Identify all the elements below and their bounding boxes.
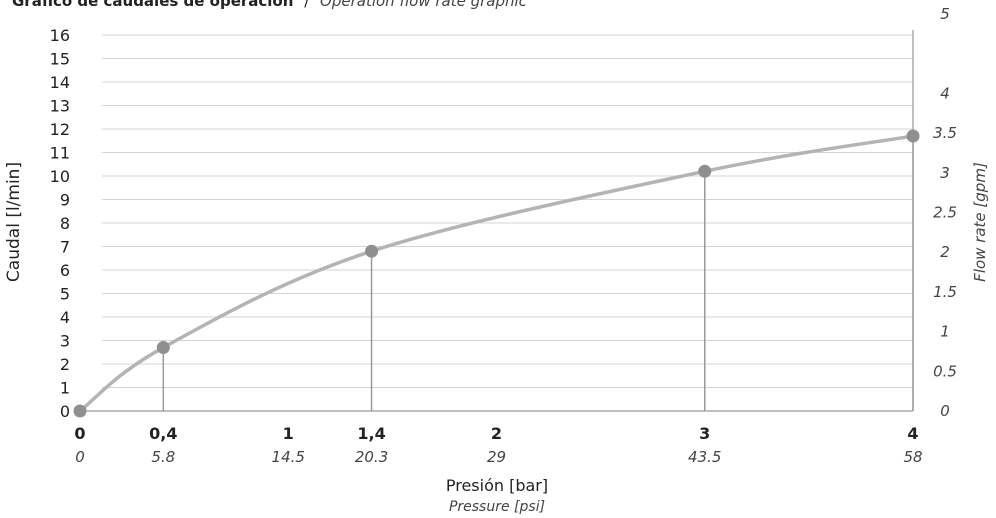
- y-tick-label-7: 7: [60, 238, 70, 257]
- y2-axis-label: Flow rate [gpm]: [971, 162, 989, 282]
- y-tick-label-16: 16: [50, 26, 70, 45]
- y-tick-label-12: 12: [50, 120, 70, 139]
- x-tick-psi-label-3: 20.3: [355, 448, 388, 466]
- axes: [80, 30, 914, 412]
- y-tick-label-0: 0: [60, 402, 70, 421]
- y-tick-label-2: 2: [60, 355, 70, 374]
- y2-tick-label-8: 4: [940, 84, 950, 102]
- y-tick-label-1: 1: [60, 379, 70, 398]
- x-tick-psi-label-1: 5.8: [151, 448, 175, 466]
- y2-tick-label-5: 2.5: [933, 204, 957, 222]
- y-tick-label-5: 5: [60, 285, 70, 304]
- data-point-4: [906, 129, 920, 143]
- data-point-1: [156, 341, 170, 355]
- y-tick-label-13: 13: [50, 97, 70, 116]
- y-tick-label-6: 6: [60, 261, 70, 280]
- x-tick-label-4: 2: [491, 424, 502, 443]
- chart-title: Gráfico de caudales de operación: [12, 0, 293, 10]
- y2-tick-label-7: 3.5: [933, 124, 957, 142]
- x-tick-psi-label-0: 0: [75, 448, 85, 466]
- y2-tick-label-1: 0.5: [933, 362, 957, 380]
- y-tick-label-3: 3: [60, 332, 70, 351]
- data-point-2: [365, 244, 379, 258]
- y-tick-label-11: 11: [50, 144, 70, 163]
- y2-tick-label-2: 1: [940, 323, 950, 341]
- gridlines: [102, 34, 913, 412]
- y2-tick-label-6: 3: [940, 164, 950, 182]
- y-tick-label-10: 10: [50, 167, 70, 186]
- x-tick-label-6: 4: [907, 424, 918, 443]
- y-tick-label-15: 15: [50, 50, 70, 69]
- x-tick-psi-label-5: 43.5: [688, 448, 721, 466]
- data-points: [73, 129, 920, 418]
- x-axis-label-secondary: Pressure [psi]: [449, 499, 545, 515]
- x-tick-psi-label-6: 58: [903, 448, 922, 466]
- chart-title-separator: /: [304, 0, 310, 10]
- x-tick-labels: 0 0 0,4 5.8 1 14.5 1,4 20.3 2 29 3 43.5 4 58: [74, 424, 922, 466]
- y-axis-label: Caudal [l/min]: [4, 162, 24, 282]
- y2-tick-label-3: 1.5: [933, 283, 957, 301]
- x-tick-label-0: 0: [74, 424, 85, 443]
- x-axis-label: Presión [bar]: [446, 476, 548, 495]
- y-tick-label-14: 14: [50, 73, 70, 92]
- y2-tick-label-0: 0: [940, 402, 950, 420]
- x-tick-label-5: 3: [699, 424, 710, 443]
- y-tick-label-8: 8: [60, 214, 70, 233]
- drop-lines: [162, 136, 914, 411]
- y-tick-label-4: 4: [60, 308, 70, 327]
- x-tick-label-3: 1,4: [357, 424, 385, 443]
- chart-title-line: Gráfico de caudales de operación / Opera…: [12, 0, 528, 10]
- y2-tick-labels: 0 0.5 1 1.5 2 2.5 3 3.5 4 5: [933, 5, 957, 420]
- data-point-0: [73, 404, 87, 418]
- x-tick-psi-label-4: 29: [487, 448, 506, 466]
- data-point-3: [698, 164, 712, 178]
- y2-tick-label-9: 5: [940, 5, 950, 23]
- y-tick-label-9: 9: [60, 191, 70, 210]
- x-tick-label-2: 1: [283, 424, 294, 443]
- x-tick-psi-label-2: 14.5: [272, 448, 305, 466]
- y2-tick-label-4: 2: [940, 243, 950, 261]
- chart-subtitle: Operation flow rate graphic: [320, 0, 528, 10]
- series-flow-curve: [78, 134, 915, 413]
- x-tick-label-1: 0,4: [149, 424, 177, 443]
